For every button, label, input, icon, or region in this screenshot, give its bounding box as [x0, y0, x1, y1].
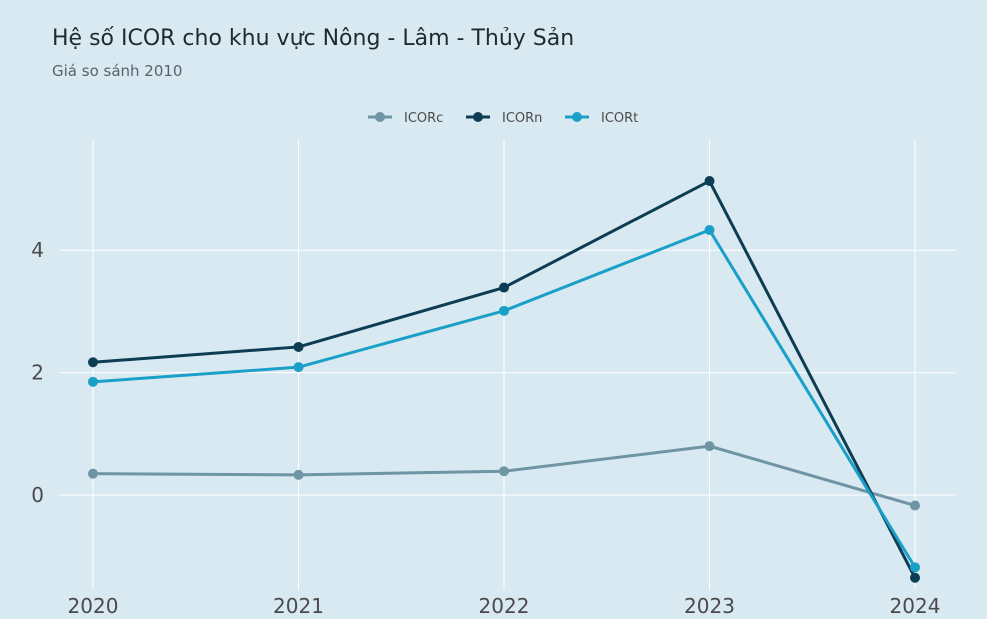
x-tick-label: 2020 — [68, 594, 119, 618]
y-tick-label: 2 — [31, 361, 44, 385]
legend-swatch-marker — [473, 112, 483, 122]
legend-label: ICORt — [601, 111, 638, 126]
data-point-icorn — [910, 572, 920, 583]
x-tick-label: 2021 — [273, 594, 324, 618]
y-tick-label: 4 — [31, 238, 44, 262]
series-group — [88, 176, 920, 583]
y-axis-ticks: 0 2 4 — [31, 238, 44, 507]
data-point-icorc — [704, 441, 715, 452]
grid-lines — [60, 140, 955, 590]
x-tick-label: 2024 — [890, 594, 941, 618]
data-point-icorn — [704, 176, 715, 187]
data-point-icorc — [293, 469, 304, 480]
legend-item-icorn[interactable]: ICORn — [466, 111, 542, 126]
legend-item-icorc[interactable]: ICORc — [368, 111, 443, 126]
data-point-icorn — [499, 282, 509, 293]
x-tick-label: 2022 — [479, 594, 530, 618]
legend-swatch-marker — [375, 112, 385, 122]
data-point-icorc — [499, 466, 509, 477]
legend-item-icort[interactable]: ICORt — [565, 111, 638, 126]
legend-swatch-marker — [572, 112, 582, 122]
data-point-icort — [910, 562, 920, 573]
data-point-icorc — [910, 500, 920, 511]
x-axis-ticks: 2020 2021 2022 2023 2024 — [68, 594, 941, 618]
data-point-icort — [293, 362, 304, 373]
data-point-icort — [88, 376, 98, 387]
legend[interactable]: ICORc ICORn ICORt — [368, 111, 638, 126]
legend-label: ICORn — [502, 111, 542, 126]
data-point-icort — [499, 305, 509, 316]
data-point-icorn — [293, 341, 304, 352]
y-tick-label: 0 — [31, 483, 44, 507]
data-point-icorc — [88, 468, 98, 479]
data-point-icort — [704, 225, 715, 235]
chart-title: Hệ số ICOR cho khu vực Nông - Lâm - Thủy… — [52, 26, 575, 51]
data-point-icorn — [88, 357, 98, 368]
chart-subtitle: Giá so sánh 2010 — [52, 62, 183, 80]
legend-label: ICORc — [404, 111, 443, 126]
x-tick-label: 2023 — [684, 594, 735, 618]
